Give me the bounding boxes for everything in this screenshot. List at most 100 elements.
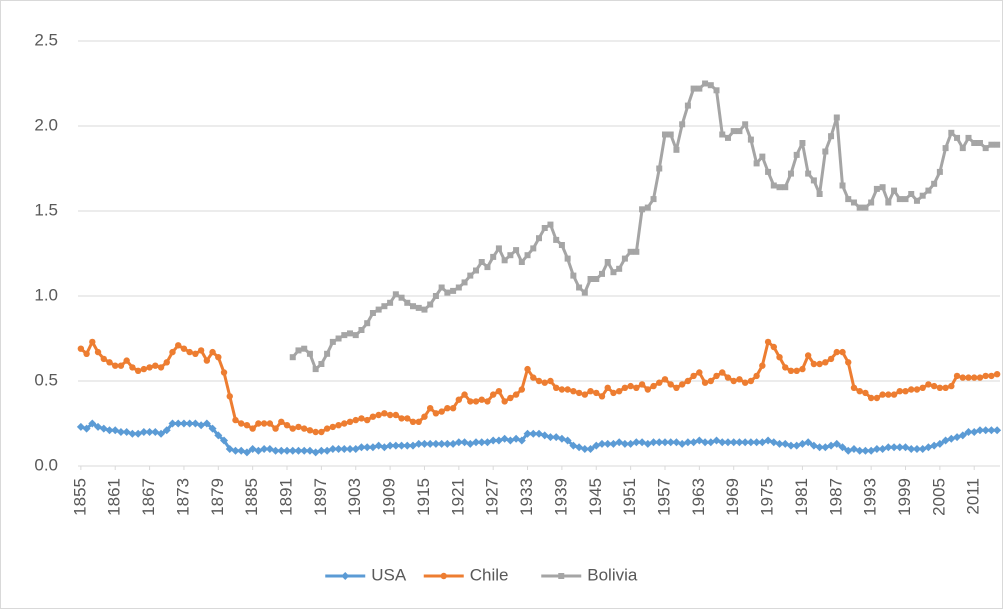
data-point: [655, 438, 664, 447]
data-point: [552, 433, 561, 442]
data-point: [449, 439, 458, 448]
data-point: [335, 335, 342, 342]
data-point: [575, 389, 583, 397]
data-point: [621, 384, 629, 391]
data-point: [558, 386, 566, 393]
legend-label: USA: [371, 565, 407, 584]
data-point: [174, 419, 183, 428]
data-point: [386, 441, 395, 450]
data-point: [890, 443, 899, 452]
data-point: [908, 386, 915, 393]
data-point: [202, 419, 211, 428]
data-point: [444, 405, 451, 412]
data-point: [993, 371, 1001, 378]
data-point: [231, 446, 240, 455]
data-point: [489, 391, 497, 398]
data-point: [690, 372, 697, 380]
data-point: [490, 253, 497, 260]
data-point: [638, 381, 646, 388]
data-point: [444, 289, 451, 296]
data-point: [828, 133, 835, 140]
data-point: [919, 192, 926, 199]
x-tick-label: 1987: [826, 478, 845, 516]
data-point: [569, 441, 578, 450]
data-point: [576, 284, 583, 291]
data-point: [776, 354, 783, 361]
data-point: [564, 386, 571, 393]
data-point: [930, 382, 938, 390]
data-point: [581, 391, 589, 398]
x-tick-label: 1951: [620, 478, 639, 516]
data-point: [620, 439, 629, 448]
data-point: [736, 128, 743, 135]
data-point: [673, 146, 680, 153]
data-point: [650, 382, 657, 390]
data-point: [660, 438, 669, 447]
data-point: [169, 348, 176, 356]
data-point: [661, 131, 668, 138]
data-point: [845, 196, 852, 203]
data-point: [570, 388, 577, 395]
data-point: [781, 439, 790, 448]
data-point: [845, 359, 852, 366]
data-point: [112, 362, 119, 369]
data-point: [827, 355, 835, 363]
x-tick-label: 1885: [242, 478, 261, 516]
data-point: [593, 389, 600, 397]
data-point: [352, 416, 359, 424]
data-point: [134, 367, 142, 374]
data-point: [455, 396, 463, 403]
data-point: [598, 270, 605, 277]
data-point: [254, 446, 263, 455]
data-point: [146, 364, 153, 371]
data-point: [99, 424, 108, 433]
data-point: [318, 361, 325, 367]
data-point: [729, 438, 738, 447]
data-point: [186, 348, 193, 356]
data-point: [460, 438, 469, 447]
data-point: [759, 362, 766, 369]
data-point: [838, 443, 847, 452]
data-point: [896, 196, 903, 203]
data-point: [306, 350, 313, 357]
data-point: [696, 369, 703, 376]
data-point: [277, 446, 286, 455]
data-point: [942, 384, 949, 391]
data-point: [603, 439, 612, 448]
data-point: [536, 235, 542, 242]
data-point: [507, 394, 514, 402]
data-point: [352, 332, 359, 339]
data-point: [117, 362, 125, 369]
data-point: [683, 438, 692, 447]
data-point: [953, 433, 962, 442]
data-point: [885, 391, 892, 398]
data-point: [633, 384, 640, 391]
data-point: [294, 446, 303, 455]
data-point: [564, 255, 571, 262]
data-point: [850, 199, 857, 206]
data-point: [358, 327, 365, 333]
data-point: [988, 372, 995, 380]
data-point: [535, 377, 543, 385]
data-point: [557, 434, 566, 443]
data-point: [341, 420, 348, 427]
data-point: [432, 410, 440, 417]
data-point: [695, 436, 704, 445]
data-point: [409, 441, 418, 450]
data-point: [639, 206, 646, 213]
data-point: [208, 424, 217, 433]
data-point: [255, 420, 262, 427]
data-point: [649, 438, 658, 447]
data-point: [971, 140, 978, 146]
data-point: [953, 372, 961, 380]
data-point: [387, 299, 394, 306]
data-point: [930, 441, 939, 450]
data-point: [151, 428, 160, 436]
data-point: [501, 398, 508, 405]
data-point: [454, 438, 463, 447]
data-point: [351, 445, 360, 453]
x-tick-label: 2011: [964, 478, 983, 515]
data-point: [570, 272, 577, 279]
data-point: [587, 276, 594, 282]
